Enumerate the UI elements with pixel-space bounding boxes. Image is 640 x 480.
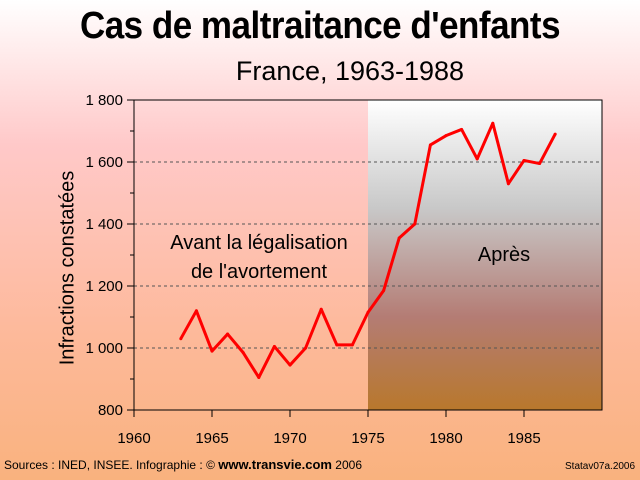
data-point bbox=[272, 344, 276, 348]
y-tick-label: 1 000 bbox=[85, 340, 123, 357]
data-point bbox=[350, 343, 354, 347]
y-tick-label: 1 400 bbox=[85, 216, 123, 233]
data-point bbox=[553, 132, 557, 136]
chart-title: Cas de maltraitance d'enfants bbox=[79, 4, 561, 47]
data-point bbox=[522, 158, 526, 162]
sources-text: Sources : INED, INSEE. Infographie : © bbox=[4, 458, 215, 472]
x-tick-label: 1980 bbox=[429, 430, 462, 447]
chart-subtitle: France, 1963-1988 bbox=[235, 56, 465, 86]
y-tick-label: 1 800 bbox=[85, 92, 123, 109]
annotation-before-line1: Avant la légalisation bbox=[170, 232, 348, 254]
x-tick-label: 1965 bbox=[195, 430, 228, 447]
annotation-after: Après bbox=[478, 244, 530, 266]
data-point bbox=[491, 121, 495, 125]
footer-code: Statav07a.2006 bbox=[565, 461, 636, 472]
data-point bbox=[335, 343, 339, 347]
data-point bbox=[210, 349, 214, 353]
data-point bbox=[413, 222, 417, 226]
series-points bbox=[179, 121, 557, 379]
y-tick-label: 1 200 bbox=[85, 278, 123, 295]
data-point bbox=[460, 127, 464, 131]
y-tick-label: 800 bbox=[98, 402, 123, 419]
data-point bbox=[475, 157, 479, 161]
shaded-region-after bbox=[368, 100, 602, 410]
data-point bbox=[226, 332, 230, 336]
data-point bbox=[538, 162, 542, 166]
annotation-before-line2: de l'avortement bbox=[191, 261, 328, 283]
data-point bbox=[444, 134, 448, 138]
footer-year: 2006 bbox=[335, 458, 362, 472]
x-tick-label: 1985 bbox=[507, 430, 540, 447]
data-point bbox=[506, 182, 510, 186]
data-point bbox=[366, 310, 370, 314]
data-point bbox=[382, 289, 386, 293]
data-point bbox=[288, 363, 292, 367]
x-tick-label: 1970 bbox=[273, 430, 306, 447]
x-tick-label: 1975 bbox=[351, 430, 384, 447]
data-point bbox=[428, 143, 432, 147]
y-tick-label: 1 600 bbox=[85, 154, 123, 171]
data-point bbox=[397, 236, 401, 240]
axis-ticks: 800 1 000 1 200 1 400 1 600 1 800 1960 1965 1970… bbox=[85, 92, 540, 447]
source-link[interactable]: www.transvie.com bbox=[218, 457, 332, 472]
data-point bbox=[319, 307, 323, 311]
data-point bbox=[179, 337, 183, 341]
data-point bbox=[304, 346, 308, 350]
data-point bbox=[194, 309, 198, 313]
data-point bbox=[241, 351, 245, 355]
data-point bbox=[257, 375, 261, 379]
x-tick-label: 1960 bbox=[117, 430, 150, 447]
footer-sources: Sources : INED, INSEE. Infographie : © w… bbox=[4, 457, 362, 472]
